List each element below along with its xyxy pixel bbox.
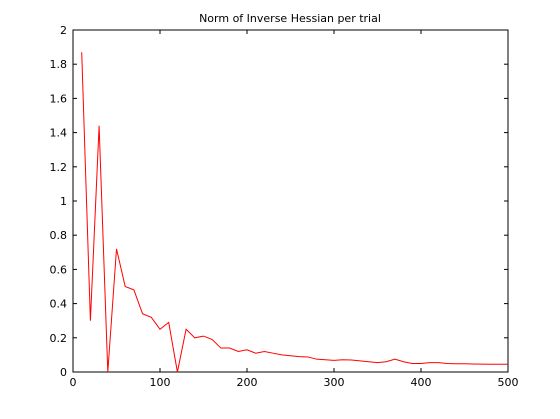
data-point [159, 329, 160, 330]
data-point [238, 351, 239, 352]
data-point [255, 353, 256, 354]
y-tick-label: 1.6 [50, 92, 68, 105]
data-point [90, 320, 91, 321]
data-point [229, 347, 230, 348]
data-point [125, 286, 126, 287]
chart-title: Norm of Inverse Hessian per trial [199, 12, 381, 25]
y-tick-label: 1 [60, 195, 67, 208]
data-point [507, 364, 508, 365]
plot-area [73, 30, 508, 372]
data-point [290, 355, 291, 356]
data-point [342, 359, 343, 360]
data-point [151, 317, 152, 318]
y-tick-label: 0 [60, 366, 67, 379]
axes [73, 30, 508, 372]
x-tick-label: 200 [237, 376, 258, 389]
data-point [429, 362, 430, 363]
data-point [133, 289, 134, 290]
y-tick-label: 1.4 [50, 127, 68, 140]
data-point [99, 125, 100, 126]
data-point [186, 329, 187, 330]
data-point [438, 362, 439, 363]
data-point [325, 359, 326, 360]
data-point [168, 322, 169, 323]
x-tick-label: 0 [70, 376, 77, 389]
x-tick-label: 100 [150, 376, 171, 389]
data-point [420, 363, 421, 364]
data-point [281, 354, 282, 355]
y-tick-label: 0.2 [50, 332, 68, 345]
data-point [116, 248, 117, 249]
y-tick-label: 0.4 [50, 298, 68, 311]
data-point [273, 353, 274, 354]
data-point [490, 364, 491, 365]
data-point [316, 359, 317, 360]
data-point [386, 361, 387, 362]
y-tick-label: 2 [60, 24, 67, 37]
data-point [333, 360, 334, 361]
data-point [377, 362, 378, 363]
data-point [307, 356, 308, 357]
x-tick-label: 300 [324, 376, 345, 389]
data-point [403, 361, 404, 362]
data-point [499, 364, 500, 365]
data-point [299, 356, 300, 357]
data-point [412, 363, 413, 364]
data-point [107, 371, 108, 372]
x-tick-label: 400 [411, 376, 432, 389]
data-point [455, 363, 456, 364]
data-point [360, 360, 361, 361]
y-tick-label: 0.8 [50, 229, 68, 242]
data-point [142, 313, 143, 314]
data-point [81, 52, 82, 53]
x-tick-label: 500 [498, 376, 519, 389]
y-tick-label: 1.8 [50, 58, 68, 71]
y-tick-label: 0.6 [50, 263, 68, 276]
data-point [481, 364, 482, 365]
data-point [246, 349, 247, 350]
data-point [447, 363, 448, 364]
y-tick-label: 1.2 [50, 161, 68, 174]
data-point [464, 363, 465, 364]
data-point [473, 363, 474, 364]
data-point [264, 351, 265, 352]
data-point [203, 335, 204, 336]
data-point [351, 359, 352, 360]
data-point [212, 339, 213, 340]
data-point [194, 337, 195, 338]
data-point [220, 347, 221, 348]
data-point [394, 359, 395, 360]
data-point [177, 371, 178, 372]
data-point [368, 361, 369, 362]
